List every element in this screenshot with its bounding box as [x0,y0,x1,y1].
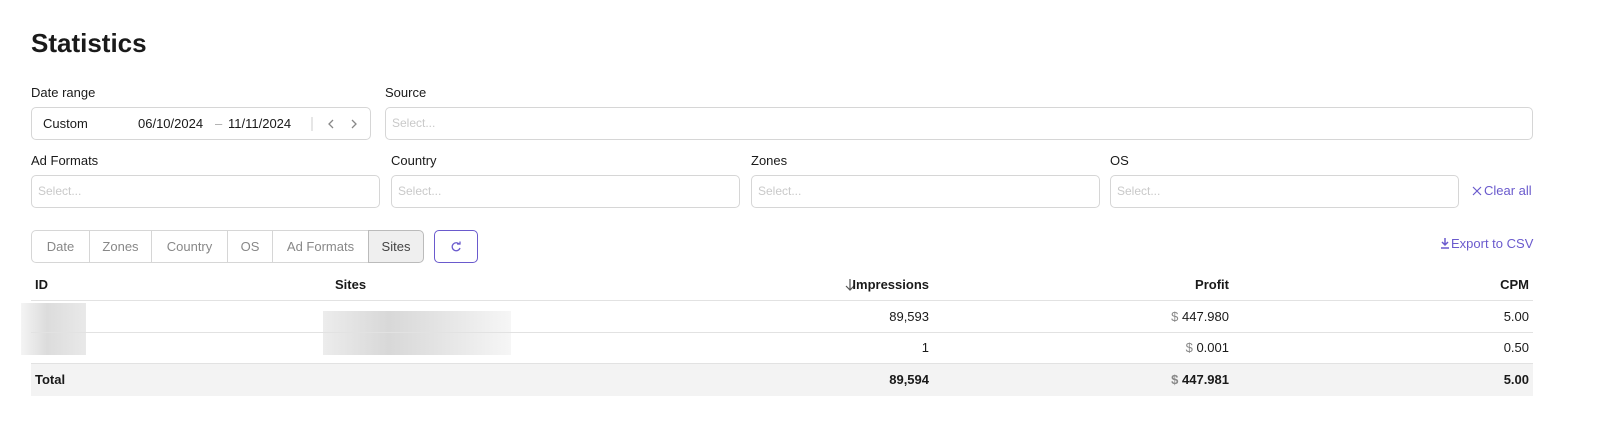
currency: $ [1185,340,1193,355]
field-label: OS [1110,153,1129,168]
end-date: 11/11/2024 [228,116,292,131]
total-profit: 447.981 [1182,372,1229,387]
column-header[interactable]: CPM [1500,277,1529,292]
field-label: Country [391,153,437,168]
tab[interactable]: OS [227,230,273,263]
impressions: 89,593 [889,309,929,324]
zones-select[interactable]: Select... [751,175,1100,208]
placeholder: Select... [392,116,436,130]
download-icon [1441,238,1449,249]
page-title: Statistics [31,28,147,58]
total-cpm: 5.00 [1503,372,1529,387]
country-select[interactable]: Select... [391,175,740,208]
row-divider [31,363,1533,364]
profit: 0.001 [1196,340,1229,355]
os-select[interactable]: Select... [1110,175,1459,208]
export-csv[interactable]: Export to CSV [1451,236,1534,251]
redacted-site [323,311,511,355]
column-header: ID [35,277,48,292]
source-select[interactable]: Select... [385,107,1533,140]
placeholder: Select... [38,184,82,198]
ad-formats-select[interactable]: Select... [31,175,380,208]
currency: $ [1171,372,1179,387]
profit: 447.980 [1182,309,1229,324]
row-divider [31,300,1533,301]
field-label: Date range [31,85,96,100]
tab-active[interactable]: Sites [368,230,424,263]
start-date: 06/10/2024 [138,116,204,131]
column-header[interactable]: Impressions [852,277,929,292]
field-label: Ad Formats [31,153,99,168]
tab[interactable]: Country [151,230,228,263]
date-nav[interactable] [310,116,360,132]
preset: Custom [43,116,88,131]
redacted-id [21,303,86,355]
placeholder: Select... [758,184,802,198]
cpm: 5.00 [1503,309,1529,324]
total-impressions: 89,594 [889,372,929,387]
tab[interactable]: Zones [89,230,152,263]
currency: $ [1171,309,1179,324]
field-label: Zones [751,153,788,168]
total-label: Total [35,372,66,387]
refresh-icon [451,241,461,252]
placeholder: Select... [398,184,442,198]
tab[interactable]: Date [31,230,90,263]
column-header: Sites [335,277,367,292]
column-header[interactable]: Profit [1195,277,1229,292]
date-separator: – [215,116,223,131]
refresh-button[interactable] [434,230,478,263]
clear-icon [1472,186,1482,196]
field-label: Source [385,85,427,100]
placeholder: Select... [1117,184,1161,198]
impressions: 1 [921,340,929,355]
total-row [31,364,1533,396]
cpm: 0.50 [1503,340,1529,355]
clear-all[interactable]: Clear all [1484,183,1532,198]
tab[interactable]: Ad Formats [272,230,369,263]
date-range-input[interactable]: Custom 06/10/2024 – 11/11/2024 [31,107,371,140]
row-divider [31,332,1533,333]
sort-icon[interactable] [844,278,856,291]
